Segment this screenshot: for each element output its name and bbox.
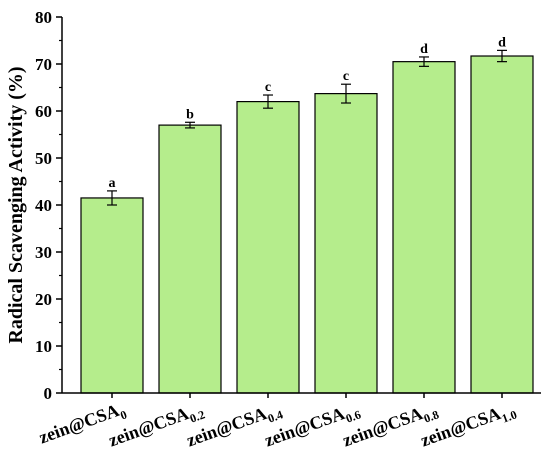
x-tick-label: zein@CSA1.0 bbox=[418, 398, 519, 454]
category-subscript: 0.2 bbox=[188, 407, 207, 425]
y-tick-label: 80 bbox=[35, 8, 52, 27]
error-bar bbox=[341, 83, 351, 104]
error-bar bbox=[419, 56, 429, 67]
annotation: d bbox=[498, 35, 506, 50]
y-tick-label: 10 bbox=[35, 337, 52, 356]
y-tick-label: 50 bbox=[35, 149, 52, 168]
category-subscript: 0.8 bbox=[422, 407, 441, 425]
y-tick-label: 40 bbox=[35, 196, 52, 215]
y-tick-label: 60 bbox=[35, 102, 52, 121]
annotation: c bbox=[265, 80, 271, 95]
bar bbox=[392, 61, 456, 394]
bar bbox=[158, 124, 222, 394]
y-tick-label: 0 bbox=[44, 384, 53, 403]
y-tick-label: 70 bbox=[35, 55, 52, 74]
annotation: b bbox=[186, 107, 194, 122]
y-tick-label: 30 bbox=[35, 243, 52, 262]
category-subscript: 1.0 bbox=[500, 407, 519, 425]
bar bbox=[236, 100, 300, 394]
error-bar bbox=[263, 94, 273, 109]
bar bbox=[80, 197, 144, 394]
bar bbox=[314, 93, 378, 394]
error-bar bbox=[497, 49, 507, 63]
error-bar bbox=[107, 190, 117, 206]
y-tick-label: 20 bbox=[35, 290, 52, 309]
error-bar bbox=[185, 121, 195, 129]
category-subscript: 0.4 bbox=[266, 407, 285, 425]
annotation: c bbox=[343, 69, 349, 84]
y-axis-label: Radical Scavenging Activity (%) bbox=[5, 66, 27, 343]
annotation: d bbox=[420, 42, 428, 57]
annotation: a bbox=[109, 176, 116, 191]
category-subscript: 0 bbox=[118, 407, 128, 422]
bar bbox=[470, 55, 534, 394]
category-subscript: 0.6 bbox=[344, 407, 363, 425]
